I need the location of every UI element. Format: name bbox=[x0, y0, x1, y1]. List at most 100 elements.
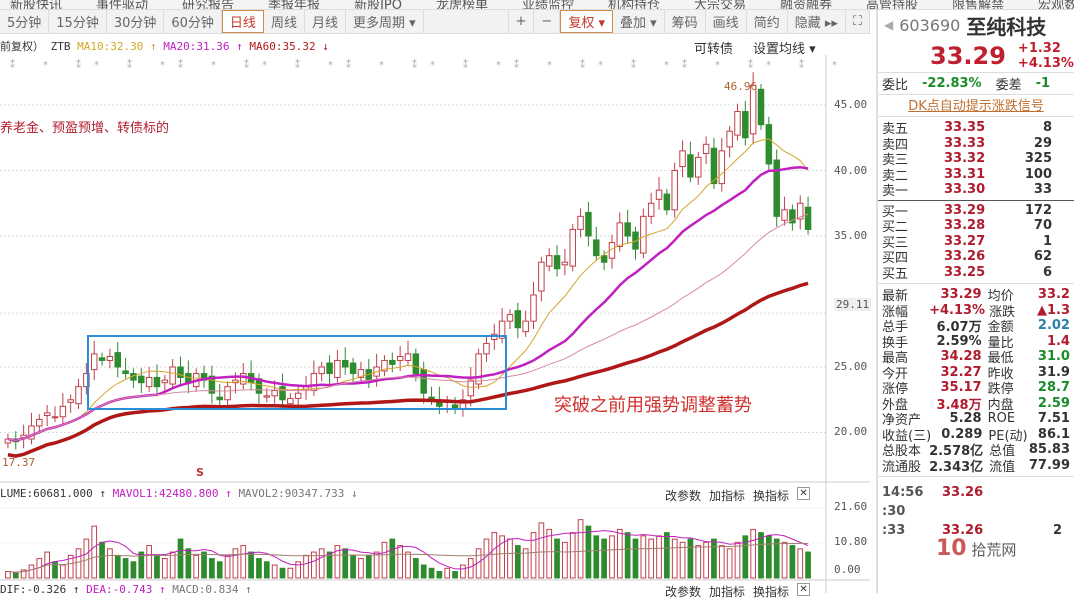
candle-body bbox=[412, 353, 420, 375]
period-tab[interactable]: 日线 bbox=[221, 10, 264, 33]
tool-button[interactable]: 简约 bbox=[747, 10, 788, 33]
period-tab[interactable]: 周线 bbox=[264, 10, 305, 33]
top-nav-item[interactable]: 融资融券 bbox=[780, 0, 833, 10]
event-marker[interactable]: ⁑ bbox=[748, 58, 753, 71]
volume-panel-ops: 改参数 加指标 换指标 ✕ bbox=[665, 487, 811, 504]
event-marker[interactable]: ⁑ bbox=[580, 58, 585, 71]
event-marker[interactable]: ⁑ bbox=[631, 58, 636, 71]
event-marker[interactable]: ⁑ bbox=[295, 58, 300, 71]
candle-body bbox=[702, 143, 710, 154]
period-tab[interactable]: 月线 bbox=[305, 10, 346, 33]
volume-bar bbox=[279, 567, 286, 579]
event-marker[interactable]: ⁑ bbox=[799, 58, 804, 71]
event-marker[interactable]: * bbox=[598, 60, 603, 71]
period-tab[interactable]: 30分钟 bbox=[107, 10, 165, 33]
top-nav-item[interactable]: 研究报告 bbox=[182, 0, 235, 10]
event-marker[interactable]: * bbox=[262, 60, 267, 71]
event-marker[interactable]: * bbox=[211, 60, 216, 71]
candle-body bbox=[632, 231, 639, 250]
volume-bar bbox=[616, 528, 623, 579]
event-marker[interactable]: * bbox=[160, 60, 165, 71]
period-tab[interactable]: 60分钟 bbox=[164, 10, 222, 33]
top-nav-item[interactable]: 高管持股 bbox=[866, 0, 919, 10]
event-marker[interactable]: * bbox=[379, 60, 384, 71]
top-nav-item[interactable]: 季报年报 bbox=[268, 0, 321, 10]
kline-chart[interactable]: ⁑ * ⁑ * ⁑ * ⁑ * ⁑ * ⁑ * ⁑ * ⁑ * ⁑ * ⁑ * ⁑ * ⁑ * ⁑ * ⁑ * ⁑ * bbox=[0, 0, 876, 593]
mavol2-value: MAVOL2:90347.733 ↓ bbox=[238, 487, 358, 500]
top-nav-item[interactable]: 业绩监控 bbox=[521, 0, 574, 10]
event-marker[interactable]: ⁑ bbox=[10, 58, 15, 71]
switch-indicator-button[interactable]: 换指标 bbox=[753, 585, 790, 599]
top-nav-item[interactable]: 宏观数据 bbox=[1038, 0, 1074, 10]
top-nav-item[interactable]: 新股快讯 bbox=[10, 0, 63, 10]
top-nav-item[interactable]: 新股IPO bbox=[354, 0, 402, 10]
level-label: 买五 bbox=[882, 266, 909, 282]
event-marker[interactable]: ⁑ bbox=[127, 58, 132, 71]
stat-row: 外盘 3.48万 内盘 2.59 bbox=[882, 396, 1070, 413]
volume-bar bbox=[624, 532, 631, 579]
volume-bar bbox=[538, 522, 545, 579]
convertible-bond-link[interactable]: 可转债 bbox=[694, 42, 734, 57]
close-icon[interactable]: ✕ bbox=[797, 583, 811, 596]
event-marker[interactable]: * bbox=[664, 60, 669, 71]
tool-button[interactable]: 筹码 bbox=[665, 10, 706, 33]
event-marker[interactable]: * bbox=[430, 60, 435, 71]
stat-label: 总值 bbox=[989, 444, 1016, 460]
event-marker[interactable]: * bbox=[832, 60, 837, 71]
set-ma-dropdown[interactable]: 设置均线 ▾ bbox=[753, 42, 816, 57]
tool-button[interactable]: + bbox=[509, 10, 535, 33]
dk-signal-link[interactable]: DK点自动提示涨跌信号 bbox=[908, 99, 1044, 114]
event-marker[interactable]: * bbox=[94, 60, 99, 71]
tool-button[interactable]: 隐藏 ▸▸ bbox=[788, 10, 846, 33]
event-marker[interactable]: * bbox=[715, 60, 720, 71]
edit-params-button[interactable]: 改参数 bbox=[665, 585, 702, 599]
candle-body bbox=[28, 425, 35, 440]
event-marker[interactable]: * bbox=[766, 60, 771, 71]
event-marker[interactable]: ⁑ bbox=[463, 58, 468, 71]
event-marker[interactable]: ⁑ bbox=[682, 58, 687, 71]
event-marker[interactable]: ⁑ bbox=[244, 58, 249, 71]
top-nav-item[interactable]: 限售解禁 bbox=[952, 0, 1005, 10]
tool-button[interactable]: − bbox=[534, 10, 561, 33]
event-marker[interactable]: ⁑ bbox=[76, 58, 81, 71]
ma10-line bbox=[7, 138, 809, 441]
stat-value: ▲1.3 bbox=[1036, 302, 1070, 318]
candle-body bbox=[710, 147, 718, 185]
tool-button[interactable]: 画线 bbox=[706, 10, 747, 33]
candle-body bbox=[577, 215, 584, 230]
volume-bar bbox=[381, 541, 388, 579]
price-tick: 20.00 bbox=[834, 425, 868, 438]
period-tab[interactable]: 5分钟 bbox=[0, 10, 50, 33]
add-indicator-button[interactable]: 加指标 bbox=[709, 585, 746, 599]
top-nav-item[interactable]: 龙虎榜单 bbox=[435, 0, 488, 10]
indicator-code[interactable]: ZTB bbox=[50, 40, 71, 53]
level-volume: 62 bbox=[1033, 249, 1052, 265]
close-icon[interactable]: ✕ bbox=[797, 487, 811, 500]
event-marker[interactable]: ⁑ bbox=[346, 58, 351, 71]
event-marker[interactable]: * bbox=[547, 60, 552, 71]
event-marker[interactable]: ⁑ bbox=[412, 58, 417, 71]
edit-params-button[interactable]: 改参数 bbox=[665, 489, 702, 503]
period-tab[interactable]: 更多周期 ▾ bbox=[346, 10, 424, 33]
candle-body bbox=[773, 159, 780, 217]
event-marker[interactable]: * bbox=[328, 60, 333, 71]
top-nav-item[interactable]: 机构持仓 bbox=[608, 0, 661, 10]
stat-label: 最高 bbox=[882, 351, 909, 367]
period-tab[interactable]: 15分钟 bbox=[49, 10, 107, 33]
event-marker[interactable]: * bbox=[43, 60, 48, 71]
volume-bar bbox=[781, 541, 788, 579]
volume-bar bbox=[216, 561, 223, 579]
tool-button[interactable]: 叠加 ▾ bbox=[613, 10, 665, 33]
switch-indicator-button[interactable]: 换指标 bbox=[753, 489, 790, 503]
stat-value: 1.4 bbox=[1046, 333, 1070, 349]
prev-stock-icon[interactable]: ◀ bbox=[884, 18, 894, 32]
add-indicator-button[interactable]: 加指标 bbox=[709, 489, 746, 503]
fullscreen-icon[interactable]: ⛶ bbox=[846, 10, 870, 33]
top-nav-item[interactable]: 事件驱动 bbox=[96, 0, 149, 10]
event-marker[interactable]: ⁑ bbox=[514, 58, 519, 71]
top-nav-item[interactable]: 大宗交易 bbox=[694, 0, 747, 10]
event-marker[interactable]: ⁑ bbox=[178, 58, 183, 71]
event-marker[interactable]: * bbox=[496, 60, 501, 71]
tool-button[interactable]: 复权 ▾ bbox=[560, 10, 613, 33]
volume-bar bbox=[256, 558, 262, 579]
